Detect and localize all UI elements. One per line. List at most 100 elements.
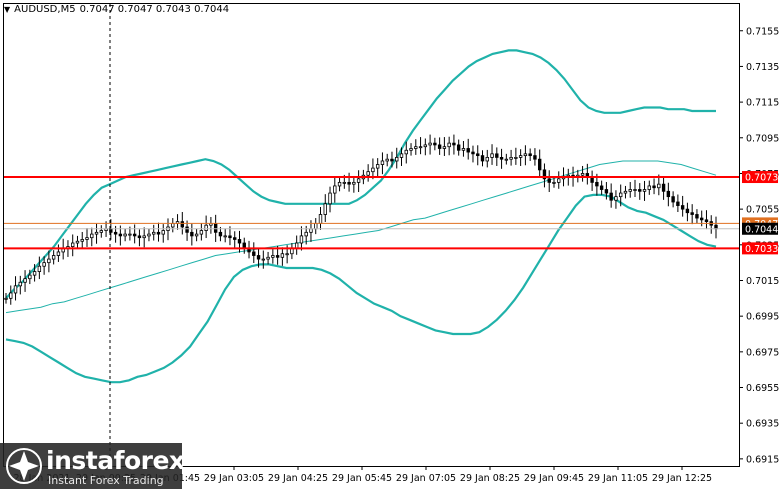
candle-body [94, 231, 99, 235]
candle-body [37, 265, 42, 272]
candle-body [618, 192, 623, 198]
candle-body [633, 189, 637, 191]
candle-body [461, 148, 466, 151]
candle-body [442, 146, 447, 149]
candle-body [71, 242, 75, 247]
candle-body [252, 251, 256, 256]
y-tick-label: 0.6975 [746, 347, 779, 358]
candle-body [56, 251, 61, 256]
candle-body [523, 153, 528, 157]
candle-body [557, 178, 561, 183]
candle-body [185, 226, 189, 233]
candle-body [123, 233, 127, 237]
candle-body [552, 181, 556, 184]
candle-body [4, 297, 8, 300]
candle-body [509, 157, 513, 160]
candle-body [466, 148, 470, 153]
candle-body [285, 253, 289, 256]
current-price-label-bg [742, 222, 778, 235]
candle-body [385, 158, 389, 162]
candle-body [390, 158, 394, 162]
candle-body [233, 237, 237, 240]
y-tick-label: 0.7115 [746, 98, 779, 109]
candle-body [228, 235, 232, 239]
candle-body [204, 224, 208, 231]
y-tick-label: 0.7135 [746, 62, 779, 73]
candle-body [118, 233, 123, 237]
candle-body [42, 262, 46, 267]
candle-body [580, 173, 585, 176]
candle-body [428, 142, 432, 146]
x-tick-label: 29 Jan 08:25 [460, 473, 520, 484]
candle-body [280, 253, 285, 258]
instaforex-mark-icon [6, 448, 42, 484]
candle-body [347, 181, 351, 185]
candle-body [156, 231, 161, 235]
y-tick-label: 0.7155 [746, 26, 779, 37]
candle-body [533, 155, 537, 160]
level-label: 0.7033 [745, 244, 778, 255]
candle-body [437, 144, 442, 149]
candle-body [480, 155, 485, 162]
y-tick-label: 0.6915 [746, 454, 779, 465]
level-label-bg [742, 171, 778, 184]
candle-body [32, 271, 37, 276]
candle-body [609, 192, 613, 201]
candle-body [47, 258, 51, 264]
candle-body [704, 219, 709, 223]
candle-body [328, 192, 332, 205]
candle-body [638, 189, 642, 192]
candle-body [314, 223, 318, 230]
candle-body [80, 239, 84, 242]
x-tick-label: 29 Jan 12:25 [652, 473, 712, 484]
candle-body [504, 158, 509, 161]
candle-body [680, 205, 685, 210]
candle-body [9, 292, 13, 299]
candle-body [671, 196, 675, 203]
current-price-label: 0.7044 [745, 224, 778, 235]
candle-body [452, 142, 456, 146]
candle-body [714, 224, 718, 230]
candle-body [599, 185, 604, 190]
candle-body [237, 239, 242, 244]
candle-body [661, 183, 666, 192]
candle-body [333, 185, 337, 194]
candle-body [404, 149, 408, 155]
candle-body [380, 160, 385, 165]
logo-tagline: Instant Forex Trading [48, 474, 164, 487]
candles [4, 134, 718, 305]
candle-body [13, 285, 18, 294]
candle-body [604, 189, 609, 194]
candle-body [433, 142, 437, 146]
candle-body [418, 146, 423, 149]
candle-body [299, 235, 304, 244]
candle-body [447, 142, 451, 148]
candle-body [337, 181, 342, 187]
dropdown-triangle-icon[interactable]: ▼ [4, 5, 11, 14]
symbol-name: AUDUSD,M5 [14, 4, 76, 15]
x-tick-label: 29 Jan 04:25 [268, 473, 328, 484]
candle-body [271, 255, 275, 258]
candle-body [700, 217, 704, 221]
candle-body [652, 185, 656, 189]
candle-body [395, 157, 399, 162]
price-levels [4, 176, 739, 250]
candle-body [90, 233, 94, 239]
candle-body [323, 203, 327, 215]
candle-body [495, 153, 499, 158]
candle-body [152, 231, 156, 235]
candle-body [476, 153, 480, 157]
candle-body [485, 157, 489, 162]
candle-body [647, 185, 651, 190]
candle-body [171, 223, 175, 228]
candle-body [690, 212, 694, 215]
bollinger-upper-line [5, 49, 716, 300]
candle-body [23, 278, 27, 283]
candle-body [304, 231, 308, 237]
x-tick-label: 29 Jan 07:05 [396, 473, 456, 484]
candle-body [371, 167, 375, 173]
candle-body [685, 208, 690, 214]
candle-body [128, 233, 132, 236]
